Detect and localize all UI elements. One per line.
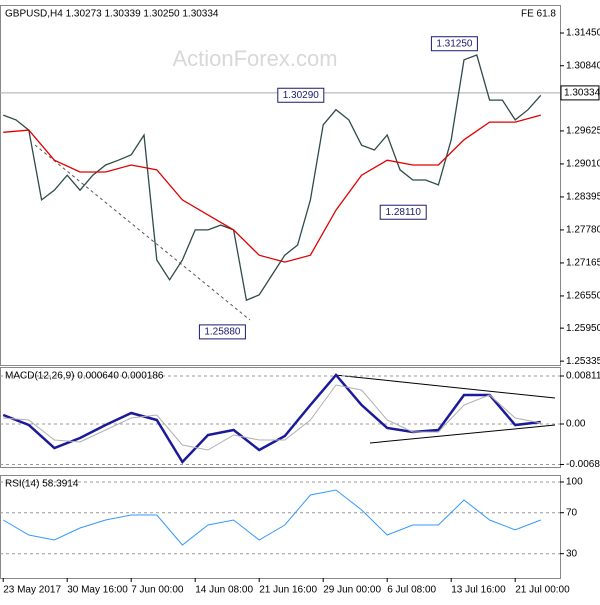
y-tick-label: 100: [566, 477, 583, 488]
level-label: 1.31250: [436, 38, 473, 49]
series-line: [2, 54, 542, 302]
series-line: [3, 114, 541, 263]
x-tick-label: 23 May 2017: [3, 585, 61, 596]
level-label: 1.25880: [204, 327, 241, 338]
series-line: [2, 373, 541, 465]
y-tick-label: 1.27780: [566, 225, 600, 236]
panel: [0, 475, 561, 579]
level-label: 1.28110: [385, 207, 421, 218]
y-tick-label: 1.29625: [566, 126, 600, 137]
y-tick-label: 0.008118: [566, 371, 600, 382]
panel-title: GBPUSD,H4 1.30273 1.30339 1.30250 1.3033…: [5, 9, 219, 20]
panel: [0, 367, 561, 468]
x-tick-label: 13 Jul 16:00: [451, 585, 506, 596]
level-box: [379, 204, 427, 220]
y-tick-label: 1.27165: [566, 258, 600, 269]
level-box: [198, 324, 246, 340]
y-tick-label: 1.30840: [566, 60, 600, 71]
y-tick-label: 1.25950: [566, 323, 600, 334]
last-price-label: 1.30334: [564, 88, 600, 99]
y-tick-label: 70: [566, 507, 578, 518]
watermark: ActionForex.com: [172, 46, 337, 71]
y-tick-label: 0.00: [566, 419, 586, 430]
x-tick-label: 21 Jul 00:00: [515, 585, 570, 596]
panel: [0, 5, 561, 366]
panel-title: MACD(12,26,9) 0.000640 0.000186: [5, 371, 164, 382]
macd-trendline: [369, 424, 556, 444]
x-tick-label: 14 Jun 08:00: [195, 585, 253, 596]
level-box: [277, 87, 325, 103]
y-tick-label: 1.28395: [566, 192, 600, 203]
x-tick-label: 29 Jun 00:00: [323, 585, 381, 596]
y-tick-label: 1.25335: [566, 356, 600, 367]
fe-line: [34, 144, 251, 321]
y-tick-label: 1.31450: [566, 28, 600, 39]
y-tick-label: 1.26550: [566, 291, 600, 302]
x-tick-label: 7 Jun 00:00: [131, 585, 184, 596]
last-price-box: [560, 85, 600, 101]
panel-note: FE 61.8: [521, 9, 556, 20]
x-tick-label: 6 Jul 08:00: [387, 585, 436, 596]
x-tick-label: 30 May 16:00: [67, 585, 128, 596]
y-tick-label: 1.29010: [566, 159, 600, 170]
y-tick-label: -0.006844: [566, 459, 600, 470]
level-label: 1.30290: [283, 90, 320, 101]
macd-trendline: [334, 374, 556, 399]
x-tick-label: 21 Jun 16:00: [259, 585, 317, 596]
y-tick-label: 30: [566, 548, 578, 559]
series-line: [3, 384, 541, 451]
panel-title: RSI(14) 58.3914: [5, 479, 79, 490]
series-line: [2, 489, 541, 546]
level-box: [430, 36, 478, 52]
